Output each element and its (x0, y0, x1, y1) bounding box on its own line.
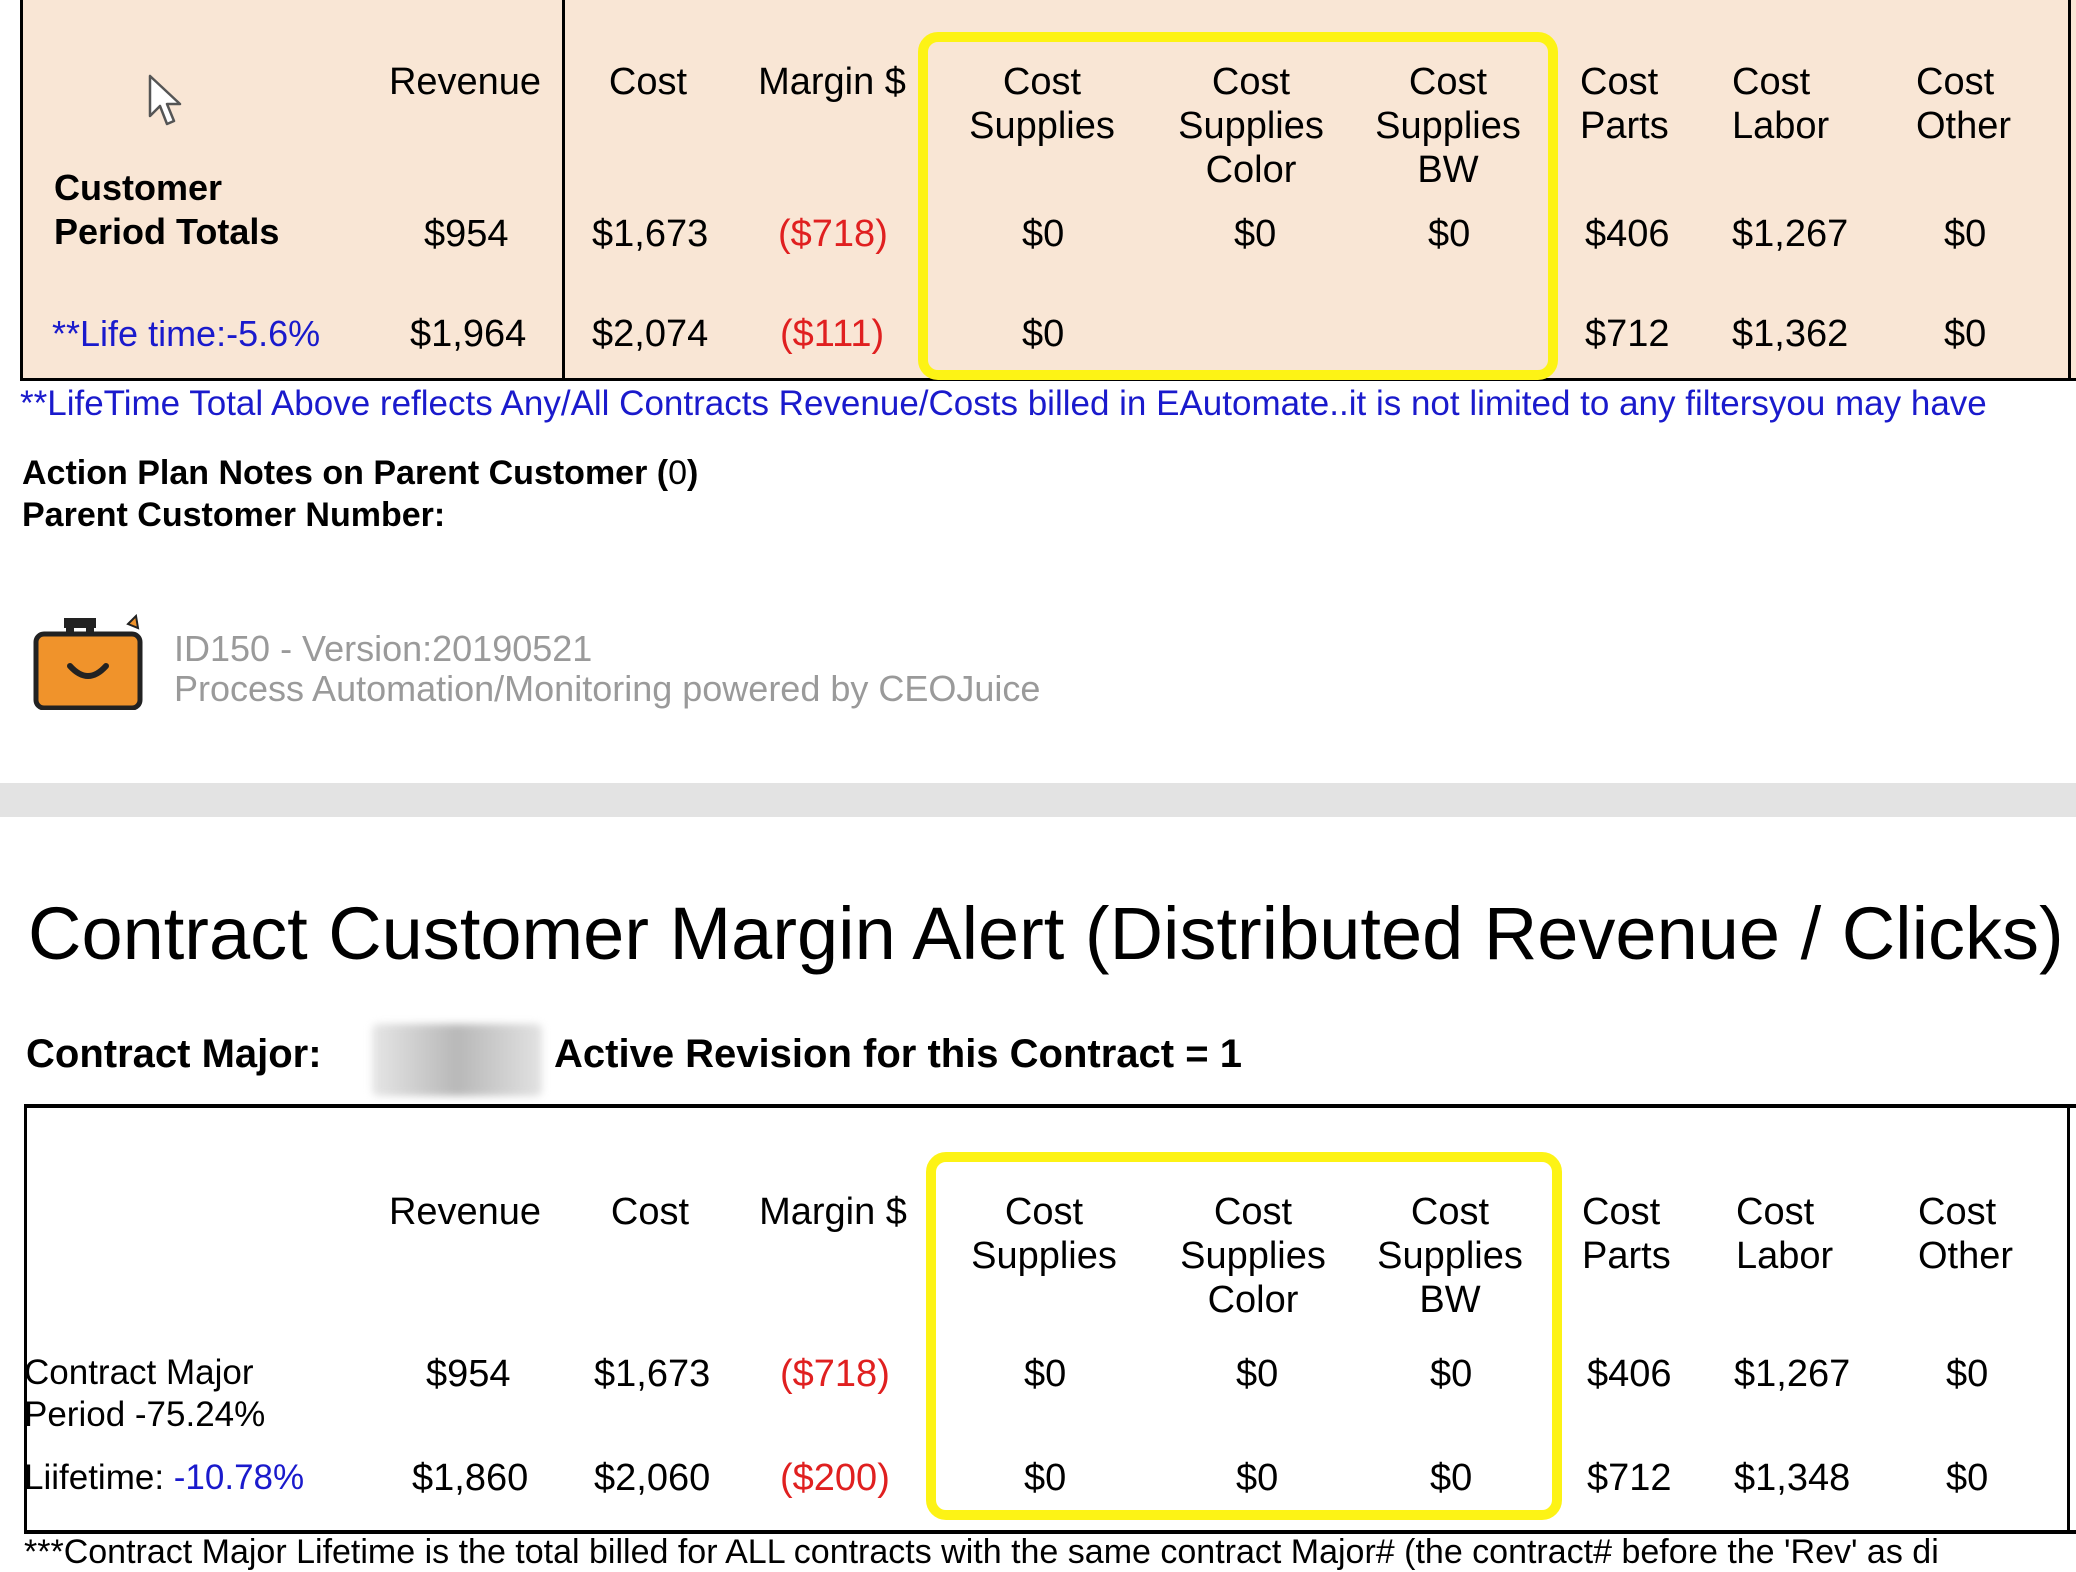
period-margin: ($718) (778, 213, 888, 255)
col-header-cost-labor: Cost Labor (1732, 61, 1830, 147)
briefcase-logo-icon (33, 614, 143, 710)
lifetime-label[interactable]: **Life time:-5.6% (52, 313, 321, 354)
period-cost-parts: $406 (1587, 1353, 1672, 1395)
lifetime-revenue: $1,860 (412, 1457, 529, 1499)
col-header-cost-parts: Cost Parts (1582, 1191, 1671, 1277)
col-header-cost-supplies-color: Cost Supplies Color (1180, 1191, 1326, 1321)
col-header-cost-supplies-color: Cost Supplies Color (1178, 61, 1324, 191)
table-divider (562, 0, 565, 378)
col-header-cost-other: Cost Other (1916, 61, 2012, 147)
col-header-cost-supplies: Cost Supplies (969, 61, 1115, 147)
lifetime-margin: ($111) (780, 313, 885, 355)
period-cost-supplies-color: $0 (1234, 213, 1277, 255)
footer-powered-by: Process Automation/Monitoring powered by… (174, 668, 1041, 709)
period-revenue: $954 (426, 1353, 511, 1395)
lifetime-cost-parts: $712 (1585, 313, 1670, 355)
col-header-margin: Margin $ (758, 61, 906, 103)
period-totals-label: Customer Period Totals (54, 167, 280, 252)
col-header-cost: Cost (608, 61, 688, 103)
lifetime-cost: $2,060 (594, 1457, 711, 1499)
period-cost-parts: $406 (1585, 213, 1670, 255)
contract-major-table (24, 1104, 2076, 1534)
period-cost-supplies-color: $0 (1236, 1353, 1279, 1395)
section-separator (0, 783, 2076, 817)
period-cost-other: $0 (1946, 1353, 1989, 1395)
period-cost-supplies: $0 (1024, 1353, 1067, 1395)
period-cost: $1,673 (594, 1353, 711, 1395)
lifetime-cost-supplies: $0 (1022, 313, 1065, 355)
lifetime-cost-supplies-color: $0 (1236, 1457, 1279, 1499)
col-header-revenue: Revenue (388, 1191, 542, 1233)
col-header-cost: Cost (610, 1191, 690, 1233)
lifetime-cost-other: $0 (1944, 313, 1987, 355)
lifetime-note: **LifeTime Total Above reflects Any/All … (20, 384, 1987, 423)
table-divider (2067, 1108, 2070, 1530)
period-cost-supplies: $0 (1022, 213, 1065, 255)
customer-totals-table (20, 0, 2076, 381)
active-revision-text: Active Revision for this Contract = 1 (554, 1032, 1242, 1076)
action-plan-count: 0 (668, 454, 688, 492)
lifetime-cost-supplies-bw: $0 (1430, 1457, 1473, 1499)
supplies-highlight-box (926, 1152, 1562, 1520)
col-header-cost-supplies-bw: Cost Supplies BW (1375, 61, 1521, 191)
lifetime-cost-labor: $1,348 (1734, 1457, 1851, 1499)
lifetime-cost: $2,074 (592, 313, 709, 355)
col-header-cost-labor: Cost Labor (1736, 1191, 1834, 1277)
lifetime-cost-other: $0 (1946, 1457, 1989, 1499)
lifetime-pct[interactable]: -10.78% (173, 1458, 305, 1497)
contract-major-period-label: Contract Major Period -75.24% (24, 1353, 266, 1434)
action-plan-notes[interactable]: Action Plan Notes on Parent Customer (0) (22, 452, 698, 494)
table-divider (2068, 0, 2071, 378)
supplies-highlight-box (918, 32, 1558, 380)
period-margin: ($718) (780, 1353, 890, 1395)
parent-customer-number-label: Parent Customer Number: (22, 496, 446, 534)
period-cost-labor: $1,267 (1732, 213, 1849, 255)
redacted-contract-number (372, 1024, 542, 1096)
period-cost-other: $0 (1944, 213, 1987, 255)
lifetime-margin: ($200) (780, 1457, 890, 1499)
period-cost-supplies-bw: $0 (1428, 213, 1471, 255)
col-header-cost-supplies-bw: Cost Supplies BW (1377, 1191, 1523, 1321)
report-title: Contract Customer Margin Alert (Distribu… (28, 892, 2076, 975)
lifetime-cost-labor: $1,362 (1732, 313, 1849, 355)
period-cost-labor: $1,267 (1734, 1353, 1851, 1395)
lifetime-label: Liifetime: -10.78% (24, 1458, 305, 1497)
col-header-cost-supplies: Cost Supplies (971, 1191, 1117, 1277)
period-cost: $1,673 (592, 213, 709, 255)
action-plan-close: ) (687, 454, 699, 492)
period-cost-supplies-bw: $0 (1430, 1353, 1473, 1395)
contract-major-label: Contract Major: (26, 1032, 322, 1076)
lifetime-cost-parts: $712 (1587, 1457, 1672, 1499)
footer-version: ID150 - Version:20190521 (174, 628, 593, 669)
col-header-cost-parts: Cost Parts (1580, 61, 1669, 147)
col-header-margin: Margin $ (759, 1191, 907, 1233)
cursor-arrow-icon (148, 74, 182, 126)
action-plan-label: Action Plan Notes on Parent Customer ( (22, 454, 669, 492)
period-revenue: $954 (424, 213, 509, 255)
contract-major-note: ***Contract Major Lifetime is the total … (24, 1533, 1939, 1571)
col-header-cost-other: Cost Other (1918, 1191, 2014, 1277)
lifetime-cost-supplies: $0 (1024, 1457, 1067, 1499)
lifetime-revenue: $1,964 (410, 313, 527, 355)
col-header-revenue: Revenue (388, 61, 542, 103)
